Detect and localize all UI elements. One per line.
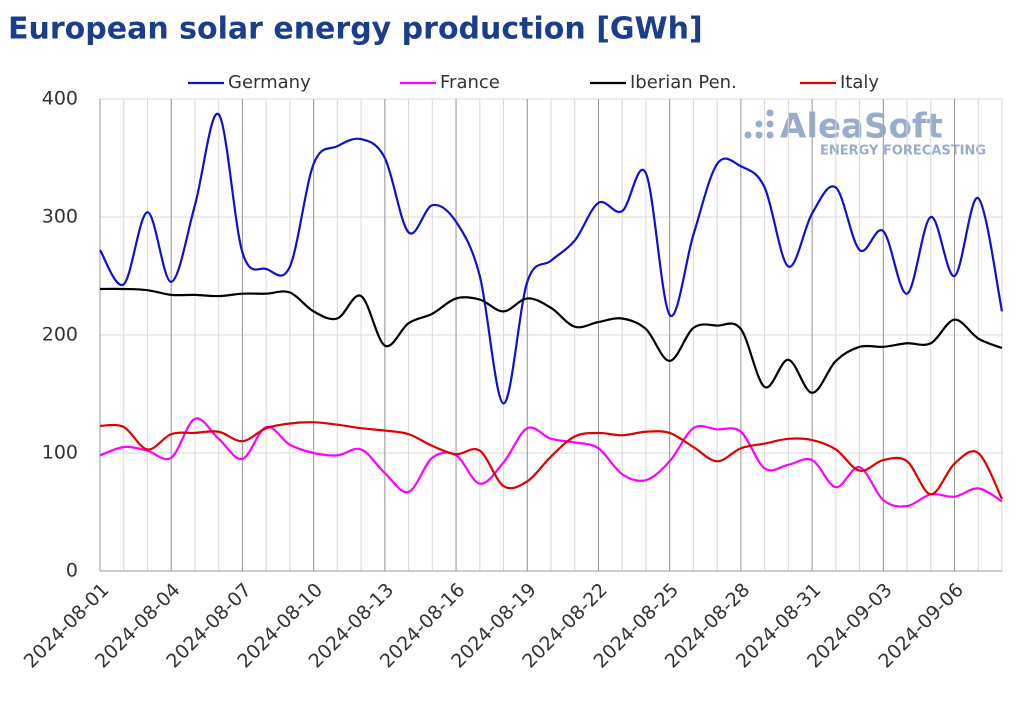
y-tick-label: 100: [42, 442, 78, 464]
watermark: AleaSoft: [780, 107, 943, 147]
legend-label: Iberian Pen.: [630, 72, 737, 93]
y-tick-label: 400: [42, 88, 78, 110]
series-line: [99, 112, 1004, 405]
y-tick-label: 0: [66, 560, 78, 582]
legend-label: Italy: [840, 72, 879, 93]
legend-label: Germany: [228, 72, 311, 93]
series-line: [99, 417, 1003, 508]
y-tick-label: 300: [42, 206, 78, 228]
y-tick-label: 200: [42, 324, 78, 346]
legend-label: France: [440, 72, 500, 93]
chart-title: European solar energy production [GWh]: [8, 12, 703, 47]
watermark-dots: [744, 109, 774, 139]
series-line: [99, 287, 1003, 394]
watermark-sub: ENERGY FORECASTING: [820, 144, 986, 159]
series-line: [99, 421, 1003, 500]
